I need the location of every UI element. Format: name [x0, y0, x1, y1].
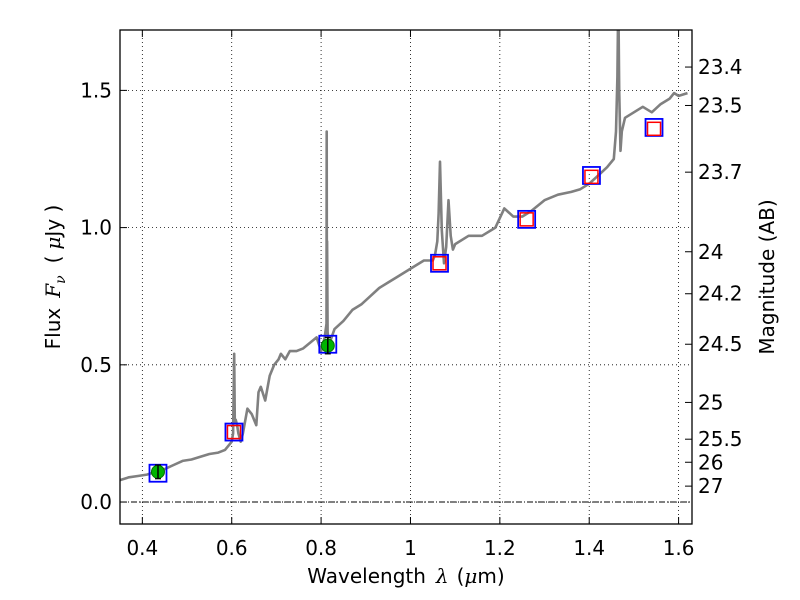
photometry-layer — [148, 118, 664, 483]
magnitude-tick-label: 24 — [698, 240, 723, 264]
x-tick-label: 0.6 — [216, 536, 248, 560]
grid-lines — [120, 30, 692, 524]
x-tick-label: 0.8 — [305, 536, 337, 560]
y-tick-label: 1.0 — [80, 216, 112, 240]
upper-limit-square — [432, 256, 447, 271]
y-tick-label: 0.5 — [80, 353, 112, 377]
upper-limit-square — [646, 121, 662, 137]
y-axis-ticks: 0.0 0.5 1.0 1.5 — [80, 78, 127, 514]
magnitude-tick-label: 23.5 — [698, 93, 743, 117]
magnitude-tick-label: 23.4 — [698, 55, 743, 79]
x-tick-label: 1.6 — [663, 536, 695, 560]
magnitude-tick-label: 25 — [698, 390, 723, 414]
plot-frame — [119, 29, 693, 525]
spectrum-layer — [120, 30, 688, 482]
upper-limit-square — [519, 212, 534, 227]
spectrum-line — [120, 30, 688, 482]
x-axis-label: Wavelength λ (μm) — [307, 564, 504, 588]
x-tick-label: 1.4 — [573, 536, 605, 560]
magnitude-tick-label: 26 — [698, 450, 723, 474]
model-photometry-square — [430, 253, 449, 273]
magnitude-tick-label: 24.5 — [698, 332, 743, 356]
upper-limit-square — [226, 424, 242, 440]
upper-limit-square — [584, 169, 599, 185]
magnitude-tick-label: 23.7 — [698, 160, 743, 184]
magnitude-axis-label: Magnitude (AB) — [755, 199, 779, 354]
x-axis-ticks: 0.4 0.6 0.8 1 1.2 1.4 1.6 — [126, 30, 695, 560]
x-tick-label: 0.4 — [126, 536, 158, 560]
magnitude-tick-label: 27 — [698, 474, 723, 498]
model-photometry-square — [517, 209, 537, 229]
model-photometry-square — [224, 422, 244, 442]
magnitude-tick-label: 25.5 — [698, 427, 743, 451]
y-axis-label: FluxFν(μJy ) — [41, 205, 69, 350]
x-tick-label: 1.2 — [484, 536, 516, 560]
y-tick-label: 0.0 — [80, 490, 112, 514]
x-tick-label: 1 — [404, 536, 417, 560]
y-tick-label: 1.5 — [80, 78, 112, 102]
magnitude-tick-label: 24.2 — [698, 282, 743, 306]
